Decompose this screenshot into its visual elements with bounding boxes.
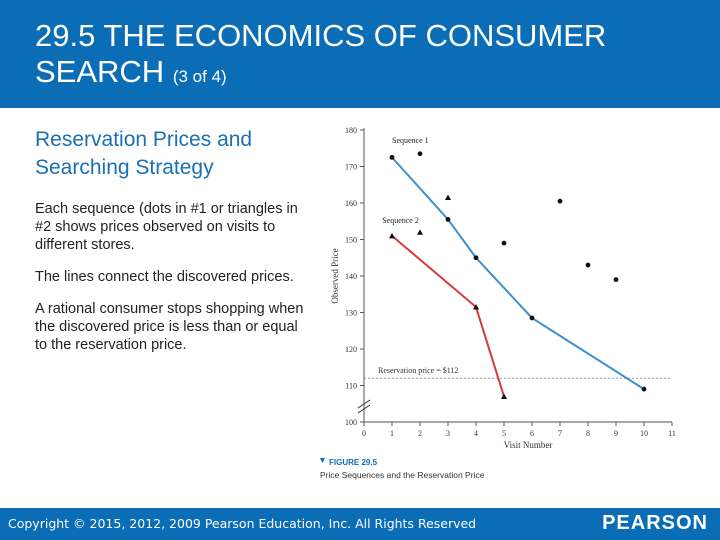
section-heading: Reservation Prices and Searching Strateg… [35, 128, 253, 179]
sequence-1-dot [417, 151, 423, 157]
axis-break-mark [357, 404, 371, 414]
x-tick-label: 9 [614, 429, 618, 438]
slide-title-suffix: (3 of 4) [172, 67, 227, 86]
slide-title: 29.5 THE ECONOMICS OF CONSUMER SEARCH (3… [35, 18, 695, 95]
slide-title-main: 29.5 THE ECONOMICS OF CONSUMER SEARCH [35, 18, 607, 89]
sequence-1-dot [445, 217, 451, 222]
y-tick-label: 160 [345, 199, 357, 208]
sequence-2-triangle [501, 393, 507, 399]
slide-footer: Copyright © 2015, 2012, 2009 Pearson Edu… [0, 508, 720, 540]
x-axis-label: Visit Number [504, 440, 553, 450]
sequence-2-triangle [417, 229, 423, 235]
y-tick-label: 120 [345, 345, 357, 354]
y-tick-label: 180 [345, 126, 357, 135]
y-axis-label: Observed Price [330, 248, 340, 303]
y-tick-label: 110 [345, 382, 357, 391]
figure-caption: Price Sequences and the Reservation Pric… [320, 470, 485, 480]
x-tick-label: 3 [446, 429, 450, 438]
y-tick-label: 170 [345, 163, 357, 172]
figure-label: FIGURE 29.5 [329, 458, 378, 467]
paragraph-lines: The lines connect the discovered prices. [35, 269, 294, 285]
sequence-1-dot [389, 154, 395, 160]
price-sequence-chart: 100 110 120 130 140 150 160 170 180 0 1 2 3 4 5 6 7 8 9 10 1… [318, 118, 684, 490]
sequence-2-label: Sequence 2 [382, 216, 419, 225]
x-tick-label: 11 [668, 429, 676, 438]
sequence-1-dot [585, 262, 591, 268]
x-tick-label: 4 [474, 429, 478, 438]
x-tick-label: 8 [586, 429, 590, 438]
slide-text-column: Reservation Prices and Searching Strateg… [35, 126, 310, 368]
sequence-1-dot [529, 315, 535, 321]
paragraph-rational-consumer: A rational consumer stops shopping when … [35, 301, 304, 353]
x-tick-label: 1 [390, 429, 394, 438]
sequence-2-triangle [445, 194, 451, 201]
copyright-text: Copyright © 2015, 2012, 2009 Pearson Edu… [8, 516, 477, 531]
x-tick-label: 6 [530, 429, 534, 438]
reservation-price-label: Reservation price = $112 [378, 366, 458, 375]
sequence-1-label: Sequence 1 [392, 136, 429, 145]
sequence-1-dot [641, 386, 647, 392]
series-line-1 [391, 156, 645, 390]
chart-svg: 100 110 120 130 140 150 160 170 180 0 1 2 3 4 5 6 7 8 9 10 1… [320, 126, 676, 480]
paragraph-sequences: Each sequence (dots in #1 or triangles i… [35, 201, 298, 253]
sequence-1-dot [473, 255, 479, 261]
axis-break-mark [357, 399, 371, 409]
x-tick-label: 0 [362, 429, 366, 438]
y-tick-label: 130 [345, 309, 357, 318]
x-tick-label: 7 [558, 429, 562, 438]
slide-header: 29.5 THE ECONOMICS OF CONSUMER SEARCH (3… [0, 0, 720, 108]
sequence-1-dot [501, 240, 507, 246]
sequence-1-dot [557, 198, 563, 204]
sequence-2-triangle [389, 232, 395, 239]
y-tick-label: 140 [345, 272, 357, 281]
x-tick-label: 10 [640, 429, 648, 438]
sequence-2-triangle [473, 304, 479, 310]
figure-label-marker [320, 458, 325, 463]
sequence-1-dot [613, 277, 619, 283]
y-tick-label: 150 [345, 236, 357, 245]
x-tick-label: 5 [502, 429, 506, 438]
pearson-logo: PEARSON [602, 512, 708, 534]
y-tick-label: 100 [345, 418, 357, 427]
x-tick-label: 2 [418, 429, 422, 438]
